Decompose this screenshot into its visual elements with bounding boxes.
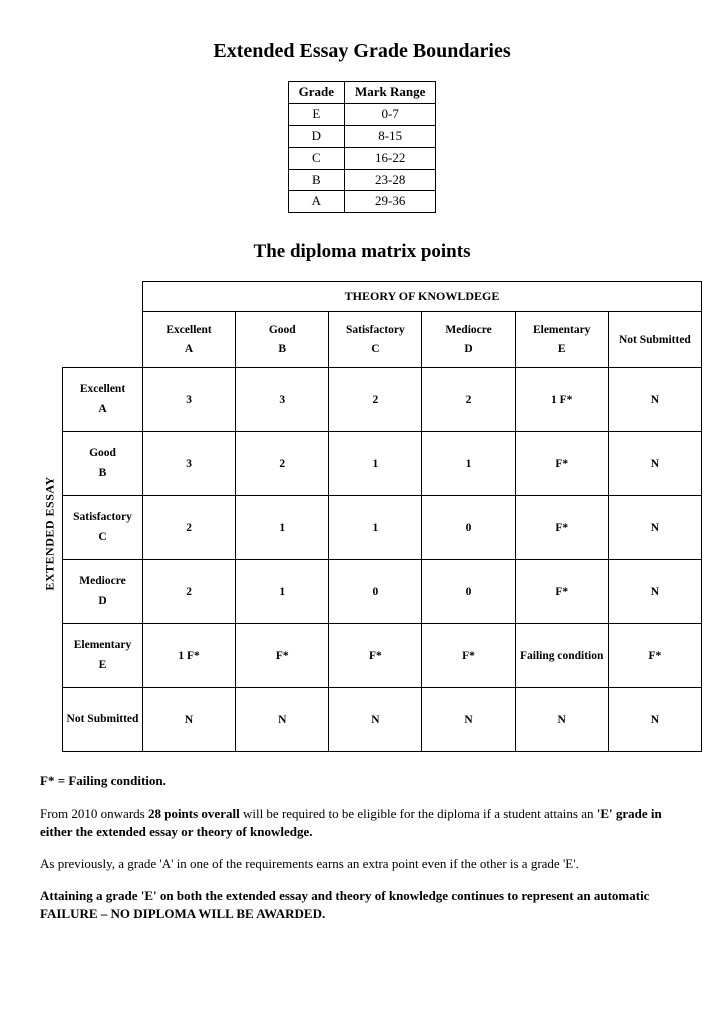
page-title-2: The diploma matrix points (40, 241, 684, 263)
matrix-cell: Failing condition (515, 624, 608, 688)
matrix-cell: N (329, 688, 422, 752)
matrix-cell: F* (515, 496, 608, 560)
extended-essay-axis-label: EXTENDED ESSAY (40, 373, 60, 693)
note-failing-condition: F* = Failing condition. (40, 772, 684, 790)
gb-cell: B (288, 169, 344, 191)
matrix-cell: 1 F* (515, 368, 608, 432)
matrix-row-head: ExcellentA (63, 368, 143, 432)
matrix-cell: 0 (422, 560, 515, 624)
grade-boundaries-table: Grade Mark Range E 0-7 D 8-15 C 16-22 B … (288, 81, 437, 213)
matrix-cell: 1 (329, 496, 422, 560)
matrix-cell: 1 (236, 560, 329, 624)
table-row: ElementaryE 1 F* F* F* F* Failing condit… (63, 624, 702, 688)
matrix-col-head: SatisfactoryC (329, 312, 422, 368)
matrix-cell: N (608, 560, 701, 624)
matrix-corner (63, 282, 143, 312)
table-row: C 16-22 (288, 147, 436, 169)
gb-cell: 8-15 (344, 125, 435, 147)
table-row: ExcellentA 3 3 2 2 1 F* N (63, 368, 702, 432)
tok-axis-label: THEORY OF KNOWLDEGE (143, 282, 702, 312)
matrix-cell: 2 (329, 368, 422, 432)
matrix-row-head: ElementaryE (63, 624, 143, 688)
matrix-cell: 3 (143, 432, 236, 496)
diploma-matrix-table: THEORY OF KNOWLDEGE ExcellentA GoodB Sat… (62, 281, 702, 752)
page-title-1: Extended Essay Grade Boundaries (40, 40, 684, 63)
gb-cell: 0-7 (344, 103, 435, 125)
matrix-cell: 3 (236, 368, 329, 432)
matrix-cell: N (608, 432, 701, 496)
table-row: SatisfactoryC 2 1 1 0 F* N (63, 496, 702, 560)
matrix-col-head: ExcellentA (143, 312, 236, 368)
matrix-cell: 0 (422, 496, 515, 560)
note-paragraph-bold: Attaining a grade 'E' on both the extend… (40, 887, 684, 923)
table-row: B 23-28 (288, 169, 436, 191)
matrix-cell: N (422, 688, 515, 752)
matrix-row-head: MediocreD (63, 560, 143, 624)
gb-cell: A (288, 191, 344, 213)
table-row: A 29-36 (288, 191, 436, 213)
matrix-wrap: EXTENDED ESSAY THEORY OF KNOWLDEGE Excel… (62, 281, 684, 752)
note-paragraph: From 2010 onwards 28 points overall will… (40, 805, 684, 841)
matrix-row-head: GoodB (63, 432, 143, 496)
table-row: Not Submitted N N N N N N (63, 688, 702, 752)
table-row: MediocreD 2 1 0 0 F* N (63, 560, 702, 624)
matrix-cell: F* (608, 624, 701, 688)
matrix-cell: N (143, 688, 236, 752)
matrix-cell: 2 (422, 368, 515, 432)
matrix-cell: F* (515, 432, 608, 496)
gb-col-header: Grade (288, 82, 344, 104)
matrix-cell: 2 (143, 496, 236, 560)
table-row: D 8-15 (288, 125, 436, 147)
matrix-cell: F* (515, 560, 608, 624)
matrix-cell: N (515, 688, 608, 752)
note-paragraph: As previously, a grade 'A' in one of the… (40, 855, 684, 873)
matrix-cell: 3 (143, 368, 236, 432)
matrix-cell: F* (329, 624, 422, 688)
matrix-cell: N (608, 688, 701, 752)
gb-cell: 16-22 (344, 147, 435, 169)
matrix-cell: F* (422, 624, 515, 688)
matrix-cell: N (608, 496, 701, 560)
gb-cell: 29-36 (344, 191, 435, 213)
matrix-cell: 2 (143, 560, 236, 624)
matrix-col-head: Not Submitted (608, 312, 701, 368)
matrix-cell: 0 (329, 560, 422, 624)
table-row: E 0-7 (288, 103, 436, 125)
gb-col-header: Mark Range (344, 82, 435, 104)
gb-cell: D (288, 125, 344, 147)
notes-section: F* = Failing condition. From 2010 onward… (40, 772, 684, 923)
matrix-cell: N (608, 368, 701, 432)
matrix-row-head: Not Submitted (63, 688, 143, 752)
matrix-cell: 1 F* (143, 624, 236, 688)
matrix-cell: N (236, 688, 329, 752)
matrix-col-head: GoodB (236, 312, 329, 368)
matrix-corner (63, 312, 143, 368)
matrix-cell: 1 (422, 432, 515, 496)
matrix-cell: 1 (236, 496, 329, 560)
matrix-cell: F* (236, 624, 329, 688)
matrix-col-head: ElementaryE (515, 312, 608, 368)
matrix-cell: 2 (236, 432, 329, 496)
gb-cell: 23-28 (344, 169, 435, 191)
gb-cell: E (288, 103, 344, 125)
matrix-col-head: MediocreD (422, 312, 515, 368)
matrix-cell: 1 (329, 432, 422, 496)
gb-cell: C (288, 147, 344, 169)
matrix-row-head: SatisfactoryC (63, 496, 143, 560)
table-row: GoodB 3 2 1 1 F* N (63, 432, 702, 496)
